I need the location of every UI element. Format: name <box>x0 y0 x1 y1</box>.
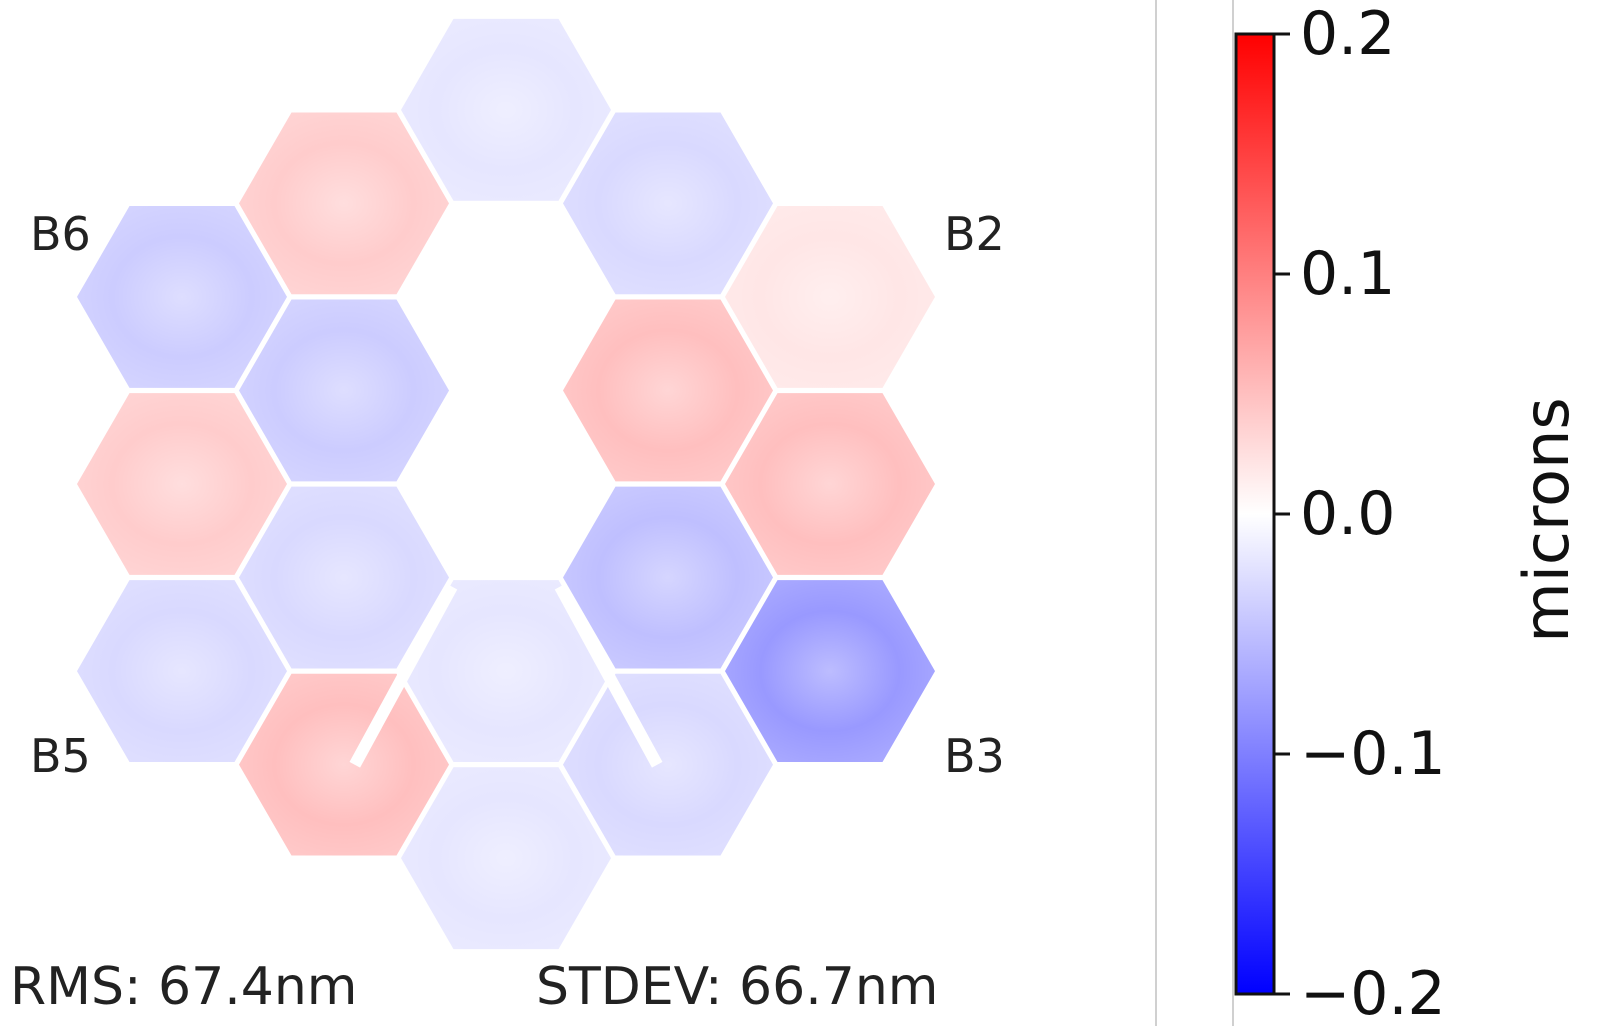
colorbar-tick-label: −0.1 <box>1300 719 1446 789</box>
spider-strut <box>349 583 458 768</box>
mirror-segment-shade <box>77 580 287 762</box>
segment-label-b3: B3 <box>944 729 1005 783</box>
segment-label-b6: B6 <box>30 207 91 261</box>
mirror-segment-shade <box>563 486 773 669</box>
colorbar-tick-label: 0.2 <box>1300 0 1395 69</box>
mirror-segment-shade <box>725 393 935 575</box>
mirror-segment-shade <box>401 18 611 201</box>
spider-strut <box>554 583 663 768</box>
mirror-segment-shade <box>563 673 773 856</box>
mirror-segment-shade <box>563 299 773 482</box>
segment-label-b5: B5 <box>30 729 91 783</box>
colorbar-tick-label: −0.2 <box>1300 959 1446 1026</box>
central-obscuration <box>398 390 614 578</box>
segment-label-b2: B2 <box>944 207 1005 261</box>
mirror-segment-shade <box>77 393 287 575</box>
mirror-segment-shade <box>401 580 611 762</box>
colorbar-label: microns <box>1510 397 1583 642</box>
mirror-segment-shade <box>725 580 935 762</box>
colorbar-tick-label: 0.0 <box>1300 479 1395 549</box>
mirror-segment-shade <box>239 112 449 295</box>
mirror-segment-shade <box>725 206 935 388</box>
colorbar <box>1234 32 1276 996</box>
mirror-segment-shade <box>239 299 449 482</box>
mirror-map <box>77 18 935 950</box>
mirror-segment-shade <box>239 673 449 856</box>
mirror-segment-shade <box>563 112 773 295</box>
colorbar-ticks: 0.2 0.1 0.0 −0.1 −0.2 <box>1274 0 1446 1026</box>
colorbar-tick-label: 0.1 <box>1300 239 1395 309</box>
rms-stat: RMS: 67.4nm <box>10 957 357 1017</box>
mirror-segment-shade <box>239 486 449 669</box>
stdev-stat: STDEV: 66.7nm <box>536 957 938 1017</box>
mirror-segment-shade <box>77 206 287 388</box>
mirror-segment-shade <box>401 767 611 950</box>
